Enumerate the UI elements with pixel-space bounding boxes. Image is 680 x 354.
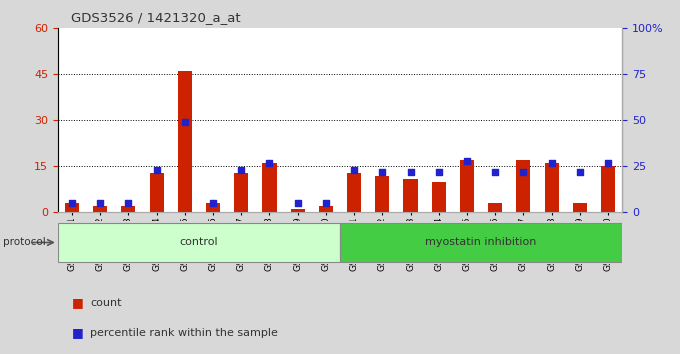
Bar [375,176,390,212]
Point [320,200,331,206]
Bar [516,160,530,212]
Point [433,169,444,175]
Bar [460,160,474,212]
Text: ■: ■ [71,326,83,339]
Bar [347,172,361,212]
Bar [121,206,135,212]
Point [575,169,585,175]
Bar [601,166,615,212]
Text: count: count [90,298,122,308]
Bar [545,163,559,212]
Point [95,200,105,206]
Bar [403,179,418,212]
Point [602,160,613,166]
Text: GDS3526 / 1421320_a_at: GDS3526 / 1421320_a_at [71,11,241,24]
Bar [93,206,107,212]
Text: myostatin inhibition: myostatin inhibition [426,238,537,247]
Bar [573,203,587,212]
Bar [290,209,305,212]
Bar [262,163,277,212]
Point [349,167,360,173]
Text: control: control [180,238,218,247]
Bar [488,203,503,212]
Point [462,158,473,164]
Point [67,200,78,206]
Point [518,169,529,175]
Text: percentile rank within the sample: percentile rank within the sample [90,328,278,338]
Point [546,160,557,166]
Text: protocol: protocol [3,238,46,247]
Point [151,167,162,173]
Point [123,200,134,206]
Bar [150,172,164,212]
Bar [206,203,220,212]
Point [207,200,218,206]
Point [377,169,388,175]
Bar [432,182,446,212]
Point [236,167,247,173]
Point [405,169,416,175]
Bar [234,172,248,212]
Point [292,200,303,206]
Bar [340,223,622,262]
Point [180,119,190,125]
Point [264,160,275,166]
Bar [319,206,333,212]
Bar [58,223,340,262]
Bar [177,71,192,212]
Bar [65,203,79,212]
Text: ■: ■ [71,296,83,309]
Point [490,169,500,175]
